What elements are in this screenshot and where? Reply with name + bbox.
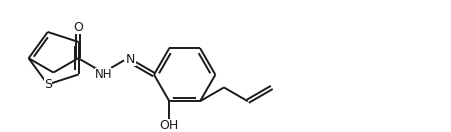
Text: OH: OH [159, 119, 179, 132]
Text: S: S [44, 78, 51, 91]
Text: NH: NH [95, 68, 112, 81]
Text: N: N [126, 53, 135, 66]
Text: O: O [73, 21, 83, 34]
